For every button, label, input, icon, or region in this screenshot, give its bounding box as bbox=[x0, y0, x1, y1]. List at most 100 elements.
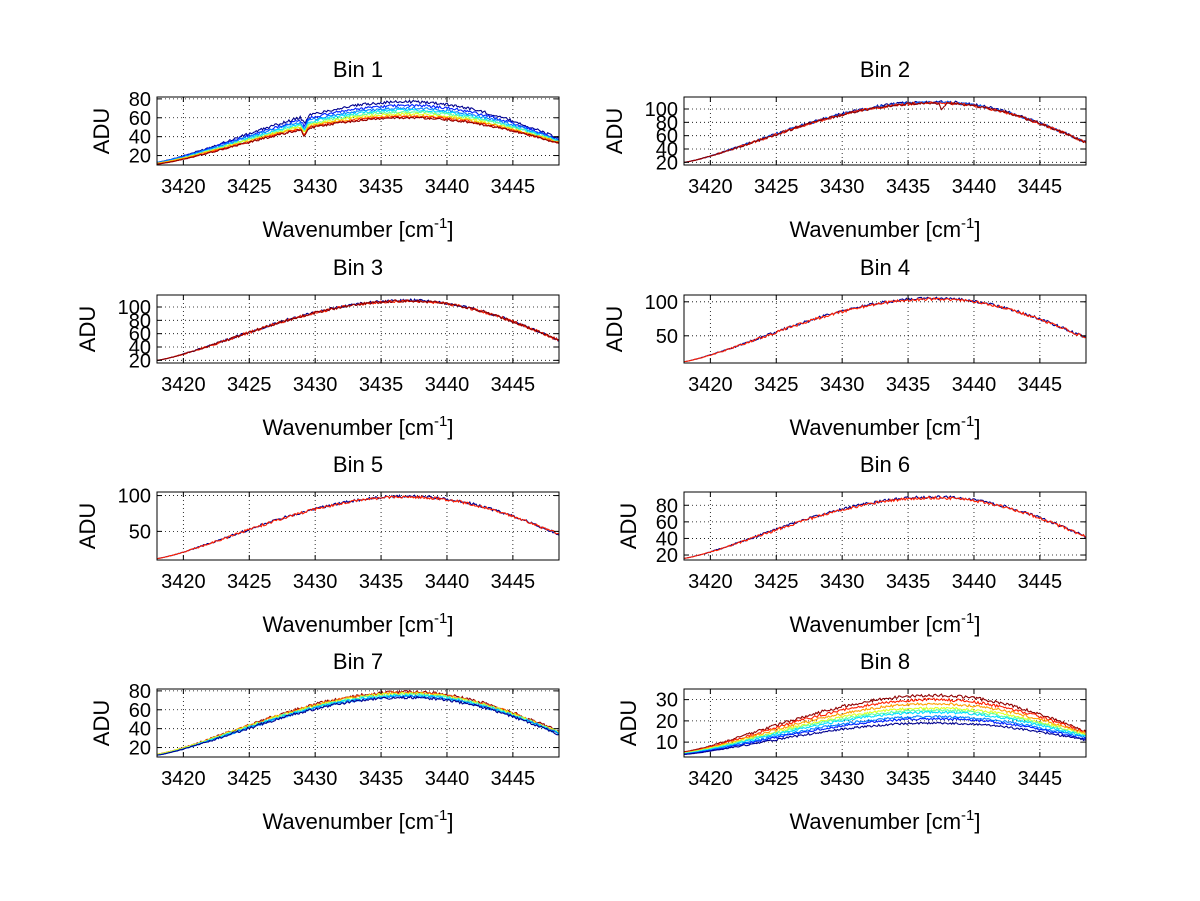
axes-box bbox=[683, 96, 1087, 166]
y-tick-label: 20 bbox=[129, 350, 151, 372]
x-tick-label: 3445 bbox=[491, 374, 536, 396]
series-line-3 bbox=[684, 702, 1086, 754]
y-tick-label: 20 bbox=[656, 152, 678, 174]
series-line-2 bbox=[684, 697, 1086, 753]
x-axis-label: Wavenumber [cm-1] bbox=[789, 610, 980, 637]
y-tick-label: 50 bbox=[656, 326, 678, 348]
y-tick-label: 60 bbox=[129, 324, 151, 346]
x-tick-label: 3425 bbox=[754, 768, 799, 790]
x-axis-label: Wavenumber [cm-1] bbox=[789, 215, 980, 242]
series-line-2 bbox=[684, 495, 1086, 559]
x-tick-label: 3435 bbox=[886, 768, 931, 790]
x-tick-label: 3435 bbox=[359, 768, 404, 790]
y-tick-label: 40 bbox=[129, 719, 151, 741]
subplot-title: Bin 7 bbox=[333, 649, 383, 674]
y-tick-label: 40 bbox=[129, 337, 151, 359]
y-tick-label: 80 bbox=[129, 89, 151, 111]
series-line-7 bbox=[684, 715, 1086, 755]
x-tick-label: 3445 bbox=[1018, 374, 1063, 396]
series-line-1 bbox=[157, 494, 559, 560]
x-tick-label: 3430 bbox=[293, 374, 338, 396]
series-line-3 bbox=[684, 101, 1086, 163]
axes-box bbox=[156, 294, 560, 364]
axes-box bbox=[683, 688, 1087, 758]
y-tick-label: 40 bbox=[656, 528, 678, 550]
series-group bbox=[157, 99, 559, 165]
series-line-4 bbox=[684, 101, 1086, 163]
x-tick-label: 3435 bbox=[359, 571, 404, 593]
y-axis-label: ADU bbox=[75, 306, 100, 352]
y-tick-label: 10 bbox=[656, 732, 678, 754]
y-tick-label: 80 bbox=[129, 681, 151, 703]
series-line-6 bbox=[157, 694, 559, 756]
x-tick-label: 3420 bbox=[688, 571, 733, 593]
series-group bbox=[157, 494, 559, 560]
y-axis-label: ADU bbox=[89, 108, 114, 154]
x-tick-label: 3425 bbox=[754, 571, 799, 593]
x-tick-label: 3430 bbox=[293, 176, 338, 198]
x-tick-label: 3445 bbox=[1018, 768, 1063, 790]
y-tick-label: 30 bbox=[656, 690, 678, 712]
x-tick-label: 3425 bbox=[227, 768, 272, 790]
x-tick-label: 3430 bbox=[820, 571, 865, 593]
subplot-bin-4: 3420 3425 3430 3435 3440 3445 50 100 Bin 4 Wavenu… bbox=[602, 255, 1087, 440]
series-line-4 bbox=[157, 692, 559, 756]
x-tick-label: 3420 bbox=[688, 176, 733, 198]
x-tick-label: 3435 bbox=[886, 374, 931, 396]
axes-box bbox=[683, 294, 1087, 364]
series-line-8 bbox=[684, 717, 1086, 755]
x-tick-label: 3425 bbox=[227, 571, 272, 593]
subplot-title: Bin 6 bbox=[860, 452, 910, 477]
series-line-3 bbox=[157, 106, 559, 163]
x-tick-label: 3425 bbox=[754, 374, 799, 396]
x-tick-label: 3445 bbox=[491, 571, 536, 593]
series-line-4 bbox=[684, 706, 1086, 754]
x-tick-label: 3425 bbox=[227, 176, 272, 198]
subplot-bin-5: 3420 3425 3430 3435 3440 3445 50 100 Bin 5 Wavenu… bbox=[75, 452, 560, 637]
x-tick-label: 3420 bbox=[161, 176, 206, 198]
y-tick-label: 80 bbox=[129, 310, 151, 332]
x-tick-label: 3430 bbox=[293, 768, 338, 790]
subplot-title: Bin 8 bbox=[860, 649, 910, 674]
x-tick-label: 3440 bbox=[425, 571, 470, 593]
x-tick-label: 3430 bbox=[820, 176, 865, 198]
series-line-2 bbox=[157, 299, 559, 361]
y-axis-label: ADU bbox=[602, 108, 627, 154]
series-group bbox=[157, 298, 559, 361]
series-line-2 bbox=[157, 495, 559, 560]
series-group bbox=[684, 693, 1086, 755]
x-tick-label: 3440 bbox=[425, 768, 470, 790]
x-tick-label: 3440 bbox=[952, 374, 997, 396]
x-tick-label: 3425 bbox=[754, 176, 799, 198]
series-group bbox=[157, 689, 559, 756]
x-tick-label: 3420 bbox=[161, 768, 206, 790]
y-tick-label: 80 bbox=[656, 112, 678, 134]
x-axis-label: Wavenumber [cm-1] bbox=[262, 807, 453, 834]
series-line-3 bbox=[157, 299, 559, 361]
y-tick-label: 100 bbox=[645, 292, 678, 314]
x-tick-label: 3435 bbox=[886, 176, 931, 198]
series-line-1 bbox=[684, 693, 1086, 753]
series-line-9 bbox=[684, 721, 1086, 755]
x-tick-label: 3440 bbox=[425, 374, 470, 396]
y-axis-label: ADU bbox=[75, 503, 100, 549]
y-tick-label: 20 bbox=[129, 146, 151, 168]
x-tick-label: 3445 bbox=[1018, 571, 1063, 593]
series-line-7 bbox=[157, 695, 559, 756]
x-tick-label: 3445 bbox=[491, 768, 536, 790]
x-tick-label: 3430 bbox=[820, 768, 865, 790]
subplot-title: Bin 1 bbox=[333, 57, 383, 82]
y-tick-label: 100 bbox=[118, 486, 151, 508]
subplot-title: Bin 3 bbox=[333, 255, 383, 280]
x-tick-label: 3440 bbox=[952, 176, 997, 198]
axes-box bbox=[156, 96, 560, 166]
y-axis-label: ADU bbox=[89, 700, 114, 746]
x-tick-label: 3420 bbox=[161, 571, 206, 593]
x-tick-label: 3430 bbox=[820, 374, 865, 396]
series-line-5 bbox=[684, 708, 1086, 754]
